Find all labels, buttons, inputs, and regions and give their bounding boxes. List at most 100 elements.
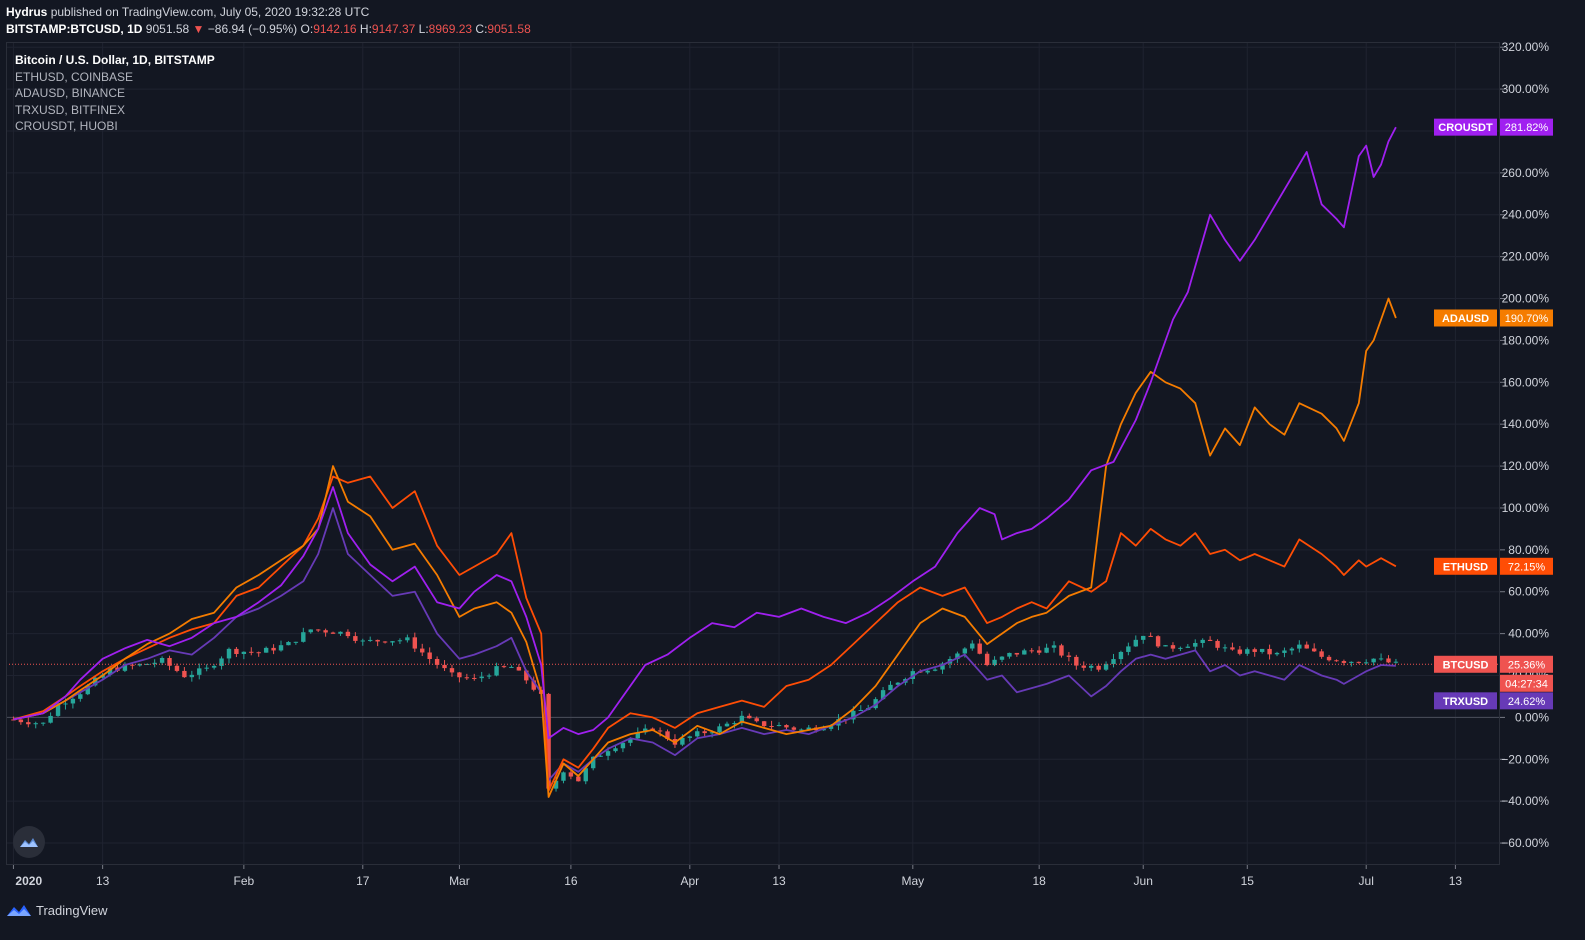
btc-candle-body [1297, 644, 1302, 649]
btc-candle-body [895, 682, 901, 685]
btc-candle-body [955, 653, 960, 660]
btc-candle-body [219, 658, 224, 666]
btc-candle-body [784, 725, 789, 728]
legend-item-adausd[interactable]: ADAUSD, BINANCE [15, 86, 126, 101]
x-tick-label: 17 [356, 874, 370, 888]
btc-candle-body [747, 715, 752, 719]
countdown-badge [1500, 674, 1553, 692]
btc-candle-body [1014, 652, 1020, 655]
btc-candle-body [360, 640, 365, 642]
btc-candle-body [1364, 662, 1369, 664]
y-tick-label: 240.00% [1502, 208, 1550, 222]
footer-brand[interactable]: TradingView [36, 902, 108, 918]
btc-candle-body [368, 639, 373, 641]
btc-candle-body [1111, 659, 1116, 665]
x-tick-label: 13 [1449, 874, 1463, 888]
x-tick-label: 15 [1241, 874, 1255, 888]
btc-candle-body [531, 680, 536, 690]
btc-candle-body [1066, 655, 1072, 657]
btc-candle-body [442, 664, 447, 669]
btc-candle-body [412, 637, 418, 649]
btc-candle-body [1282, 650, 1287, 653]
y-tick-label: 140.00% [1502, 417, 1550, 431]
btc-candle-body [761, 721, 767, 726]
tradingview-logo-icon[interactable] [13, 826, 45, 858]
y-tick-label: 180.00% [1502, 333, 1550, 347]
btc-candle-body [130, 664, 135, 666]
btc-candle-body [1170, 645, 1176, 649]
x-tick-label: Jun [1134, 874, 1153, 888]
series-line-trxusd [13, 507, 1396, 782]
btc-candle-body [613, 748, 618, 752]
btc-candle-body [48, 715, 53, 723]
legend-item-crousdt[interactable]: CROUSDT, HUOBI [15, 119, 118, 134]
btc-candle-body [18, 719, 24, 723]
btc-candle-body [769, 725, 774, 727]
close-value: 9051.58 [487, 22, 531, 36]
btc-candle-body [301, 632, 306, 642]
btc-candle-body [546, 693, 551, 789]
btc-candle-body [345, 631, 351, 637]
btc-candle-body [776, 725, 782, 727]
series-value-adausd: 190.70% [1505, 313, 1549, 325]
btc-candle-body [479, 676, 484, 679]
btc-candle-body [717, 726, 722, 733]
low-value: 8969.23 [428, 22, 473, 36]
btc-candle-body [888, 684, 893, 691]
btc-candle-body [464, 677, 470, 679]
high-label: H: [359, 22, 372, 36]
btc-candle-body [1148, 635, 1153, 637]
btc-candle-body [1237, 649, 1243, 654]
y-tick-label: 260.00% [1502, 166, 1550, 180]
series-name-badge-crousdt [1434, 118, 1497, 136]
btc-candle-body [1059, 645, 1064, 656]
btc-candle-body [1334, 660, 1339, 662]
btc-candle-body [1163, 645, 1168, 647]
publish-header: Hydrus published on TradingView.com, Jul… [6, 4, 369, 21]
btc-candle-body [657, 730, 663, 732]
btc-candle-body [427, 652, 432, 660]
y-tick-label: 160.00% [1502, 375, 1550, 389]
btc-candle-body [271, 647, 276, 651]
series-value-crousdt: 281.82% [1505, 122, 1549, 134]
x-tick-label: May [901, 874, 924, 888]
legend-item-ethusd[interactable]: ETHUSD, COINBASE [15, 69, 134, 84]
x-tick-label: 18 [1032, 874, 1046, 888]
btc-candle-body [1274, 652, 1280, 655]
y-tick-label: −20.00% [1501, 752, 1549, 766]
x-tick-label: 16 [564, 874, 578, 888]
btc-candle-body [1081, 665, 1086, 668]
series-name-crousdt: CROUSDT [1438, 122, 1493, 134]
btc-candle-body [828, 725, 834, 729]
btc-candle-body [1178, 647, 1183, 649]
published-text: published on TradingView.com, July 05, 2… [50, 5, 370, 19]
btc-candle-body [1029, 650, 1034, 652]
y-tick-label: 220.00% [1502, 250, 1550, 264]
btc-candle-body [137, 664, 142, 666]
btc-candle-body [605, 751, 611, 756]
btc-candle-body [687, 736, 693, 738]
btc-candle-body [1088, 665, 1094, 668]
btc-candle-body [263, 647, 269, 653]
btc-candle-body [568, 772, 574, 777]
y-tick-label: −60.00% [1501, 836, 1549, 850]
btc-candle-body [1074, 656, 1079, 666]
btc-candle-body [1230, 647, 1235, 650]
btc-candle-body [457, 672, 462, 678]
btc-candle-body [1141, 635, 1146, 640]
btc-candle-body [1051, 645, 1057, 648]
btc-candle-body [226, 648, 232, 659]
btc-candle-body [1193, 642, 1198, 647]
btc-candle-body [434, 659, 440, 665]
series-name-badge-ethusd [1434, 557, 1497, 575]
btc-candle-body [494, 666, 499, 676]
series-name-badge-btcusd [1434, 655, 1497, 673]
y-tick-label: 320.00% [1502, 40, 1550, 54]
btc-candle-body [1133, 639, 1138, 647]
legend-item-trxusd[interactable]: TRXUSD, BITFINEX [15, 102, 126, 117]
comparison-chart[interactable]: 320.00%300.00%280.00%260.00%240.00%220.0… [0, 0, 1585, 895]
btc-candle-body [70, 698, 76, 704]
x-tick-label: Feb [234, 874, 255, 888]
btc-candle-body [405, 637, 410, 641]
btc-candle-body [992, 659, 997, 666]
